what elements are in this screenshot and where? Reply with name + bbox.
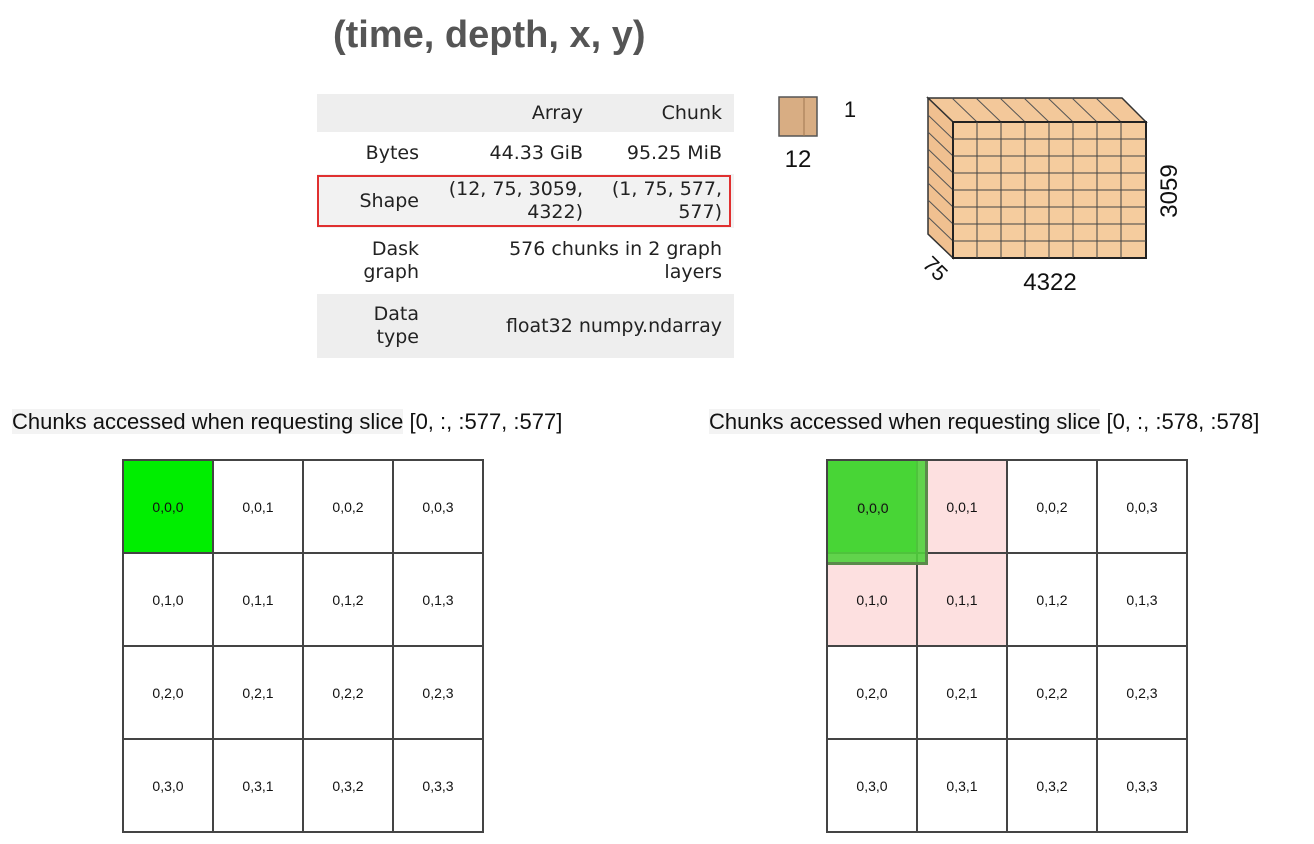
right-chunk-grid: 0,0,0 0,0,1 0,0,2 0,0,3 0,1,0 0,1,1 0,1,2 0,1,3… [826,459,1188,833]
dask-graph-value: 576 chunks in 2 graph layers [431,228,734,294]
data-type-label: Data type [317,294,431,358]
bytes-label: Bytes [365,141,419,164]
overlay-chunk-label: 0,0,0 [857,499,889,516]
left-panel-caption: Chunks accessed when requesting slice [0… [12,409,562,435]
cube-side-grid [927,114,954,242]
chunk-cell: 0,1,3 [394,554,484,647]
array-summary-table: Array Chunk Bytes 44.33 GiB 95.25 MiB Sh… [317,94,734,358]
chunk-cell: 0,0,2 [304,461,394,554]
chunk-cell: 0,0,1 [214,461,304,554]
page-title: (time, depth, x, y) [333,14,646,56]
chunk-cell: 0,2,0 [124,647,214,740]
data-type-label-line1: Data [373,303,419,326]
shape-array: (12, 75, 3059, 4322) [431,174,595,228]
right-caption-prefix: Chunks accessed when requesting slice [709,409,1101,434]
chunk-cell: 0,1,1 [214,554,304,647]
chunk-cell: 0,2,3 [1098,647,1188,740]
chunk-cell: 0,3,0 [124,740,214,833]
chunk-cell: 0,3,1 [918,740,1008,833]
right-panel-caption: Chunks accessed when requesting slice [0… [709,409,1259,435]
header-chunk: Chunk [661,101,722,124]
chunk-cell: 0,0,2 [1008,461,1098,554]
dask-graph-row: Dask graph 576 chunks in 2 graph layers [317,228,734,294]
chunk-cell: 0,3,2 [304,740,394,833]
chunk-cell: 0,3,3 [1098,740,1188,833]
dask-graph-label-line2: graph [363,261,419,283]
data-type-row: Data type float32 numpy.ndarray [317,294,734,358]
chunk-cell: 0,0,3 [394,461,484,554]
header-array: Array [531,101,584,124]
bytes-chunk: 95.25 MiB [626,141,722,164]
time-dim-block [778,96,818,137]
dask-graph-label-line1: Dask [371,238,419,261]
dask-graph-value-line1: 576 chunks in 2 graph [509,238,722,261]
cube-front-grid [953,122,1146,258]
chunk-cell: 0,2,3 [394,647,484,740]
bytes-array: 44.33 GiB [489,141,584,164]
chunk-cell: 0,2,1 [214,647,304,740]
chunk-cell: 0,0,3 [1098,461,1188,554]
chunk-cell: 0,0,1 [918,461,1008,554]
chunk-cell: 0,1,0 [828,554,918,647]
dim-label-cube-right: 3059 [1156,164,1183,217]
cube-top-grid [951,97,1122,123]
left-caption-prefix: Chunks accessed when requesting slice [12,409,404,434]
dim-label-cube-depth: 75 [918,251,953,286]
chunk-cell: 0,0,0 [124,461,214,554]
dim-label-cube-bottom: 4322 [1023,269,1076,296]
array-shape-diagram: 1 12 3059 4322 75 [778,96,1183,296]
chunk-cell: 0,3,1 [214,740,304,833]
right-caption-slice: [0, :, :578, :578] [1106,409,1260,434]
shape-chunk: (1, 75, 577, 577) [595,174,734,228]
shape-array-line1: (12, 75, 3059, [448,178,584,201]
shape-row: Shape (12, 75, 3059, 4322) (1, 75, 577, … [317,174,734,228]
chunk-cell: 0,3,0 [828,740,918,833]
data-type-label-line2: type [376,326,419,348]
dask-graph-label: Dask graph [317,228,431,294]
dim-label-small-bottom: 12 [785,146,812,173]
bytes-row: Bytes 44.33 GiB 95.25 MiB [317,132,734,174]
data-type-value: float32 numpy.ndarray [505,314,722,337]
left-chunk-grid: 0,0,0 0,0,1 0,0,2 0,0,3 0,1,0 0,1,1 0,1,2 0,1,3… [122,459,484,833]
left-caption-slice: [0, :, :577, :577] [409,409,563,434]
shape-chunk-line1: (1, 75, 577, [611,178,722,201]
chunk-cell: 0,2,1 [918,647,1008,740]
table-header-row: Array Chunk [317,94,734,132]
dask-graph-value-line2: layers [664,261,722,283]
chunk-cell: 0,3,2 [1008,740,1098,833]
dim-label-small-top: 1 [844,97,856,122]
chunk-cell: 0,1,1 [918,554,1008,647]
chunk-cell: 0,1,3 [1098,554,1188,647]
chunk-cell: 0,2,0 [828,647,918,740]
chunk-cell: 0,1,0 [124,554,214,647]
shape-array-line2: 4322) [527,201,584,223]
chunk-cell: 0,2,2 [304,647,394,740]
chunk-cell: 0,1,2 [304,554,394,647]
chunk-cell: 0,2,2 [1008,647,1098,740]
shape-label: Shape [359,189,420,212]
shape-chunk-line2: 577) [678,201,722,223]
chunk-cell: 0,3,3 [394,740,484,833]
chunk-cell: 0,1,2 [1008,554,1098,647]
